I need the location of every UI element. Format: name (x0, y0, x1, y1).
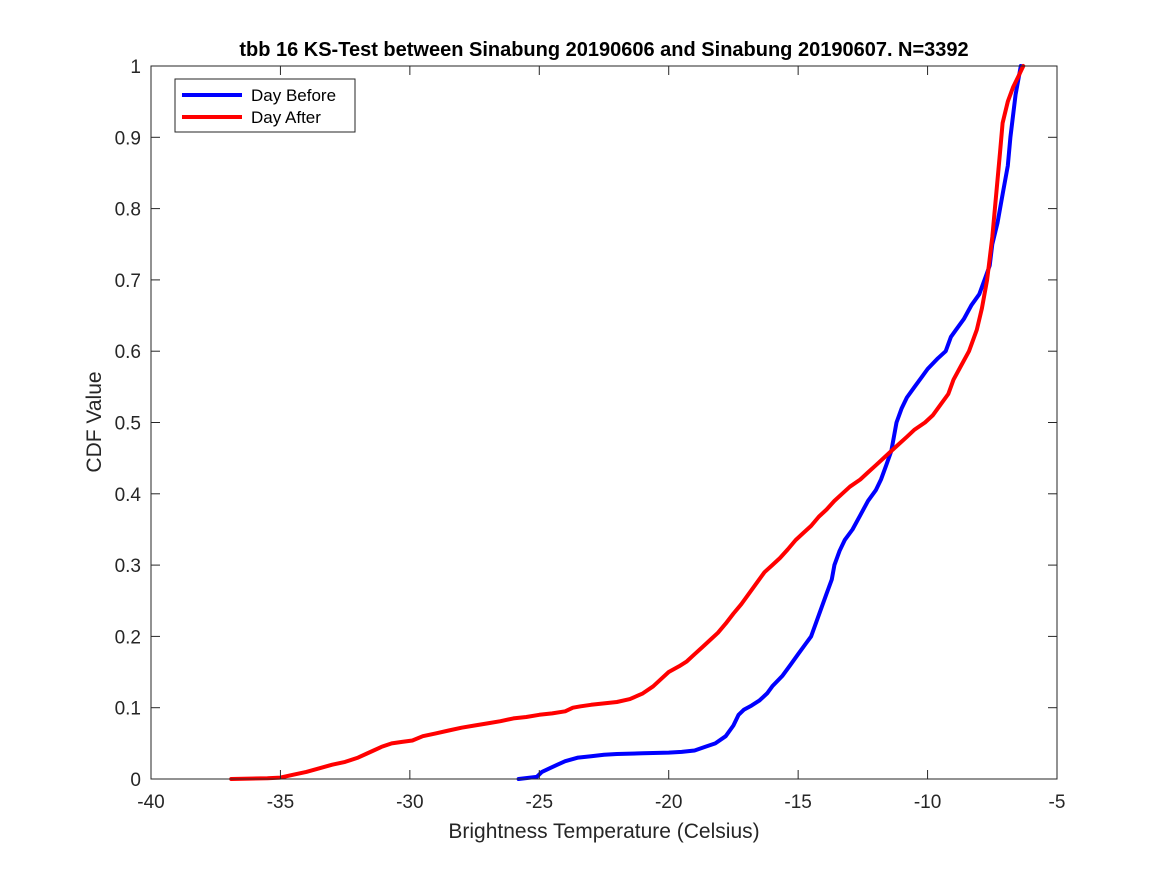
tick-layer: -40 -35 -30 -25 -20 -15 -10 -5 0 0.1 0.2 0.3 0.4 0.5 0… (115, 57, 1066, 813)
series-line-day-before (516, 64, 1023, 781)
legend-label-day-after: Day After (251, 108, 321, 127)
series-layer (229, 64, 1026, 781)
y-tick-label: 0.2 (115, 627, 141, 648)
x-tick-label: -15 (784, 792, 811, 813)
y-tick-label: 0.5 (115, 414, 141, 435)
y-tick-label: 1 (130, 57, 141, 78)
x-tick-label: -10 (914, 792, 941, 813)
x-tick-label: -40 (137, 792, 164, 813)
y-tick-label: 0.3 (115, 556, 141, 577)
plot-frame (150, 65, 1058, 780)
x-tick-label: -25 (526, 792, 553, 813)
legend: Day Before Day After (174, 78, 356, 133)
y-tick-label: 0.1 (115, 699, 141, 720)
x-tick-label: -5 (1049, 792, 1066, 813)
legend-box (174, 78, 356, 133)
y-tick-label: 0.7 (115, 271, 141, 292)
y-tick-label: 0.4 (115, 485, 142, 506)
y-tick-label: 0.8 (115, 200, 141, 221)
x-tick-label: -35 (267, 792, 294, 813)
chart-title: tbb 16 KS-Test between Sinabung 20190606… (239, 39, 968, 61)
y-tick-label: 0.6 (115, 342, 141, 363)
legend-label-day-before: Day Before (251, 86, 336, 105)
plot-area (151, 66, 1057, 779)
x-tick-label: -30 (396, 792, 423, 813)
y-tick-label: 0 (130, 770, 141, 791)
x-axis-label: Brightness Temperature (Celsius) (448, 820, 759, 843)
y-tick-label: 0.9 (115, 128, 141, 149)
series-line-day-after (229, 64, 1026, 781)
y-axis-label: CDF Value (83, 371, 106, 472)
x-tick-label: -20 (655, 792, 682, 813)
